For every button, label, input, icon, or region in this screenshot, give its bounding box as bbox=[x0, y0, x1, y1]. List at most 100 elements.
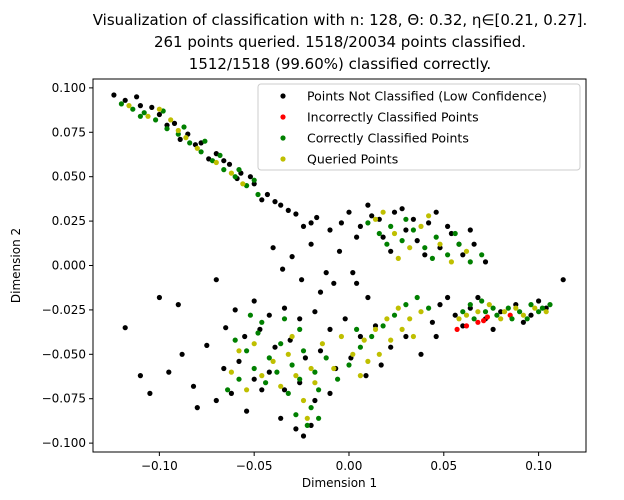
data-point bbox=[228, 390, 234, 396]
data-point bbox=[221, 167, 227, 173]
data-point bbox=[122, 97, 128, 103]
x-axis-label: Dimension 1 bbox=[302, 476, 377, 490]
data-point bbox=[304, 415, 310, 421]
data-point bbox=[418, 223, 424, 229]
data-point bbox=[560, 277, 566, 283]
y-tick-label: 0.100 bbox=[52, 81, 86, 95]
data-point bbox=[278, 341, 284, 347]
data-point bbox=[272, 344, 278, 350]
data-point bbox=[410, 216, 416, 222]
data-point bbox=[336, 248, 343, 254]
data-point bbox=[312, 397, 318, 404]
data-point bbox=[384, 316, 390, 322]
data-point bbox=[251, 298, 257, 304]
y-tick-label: 0.050 bbox=[52, 170, 86, 184]
data-point bbox=[259, 319, 265, 325]
data-point bbox=[378, 362, 384, 368]
y-axis-label: Dimension 2 bbox=[9, 228, 23, 303]
data-point bbox=[280, 266, 286, 272]
data-point bbox=[429, 319, 435, 325]
data-point bbox=[350, 351, 356, 357]
data-point bbox=[187, 140, 193, 146]
data-point bbox=[463, 312, 470, 318]
data-point bbox=[327, 326, 333, 332]
legend-marker bbox=[280, 156, 286, 162]
data-point bbox=[232, 174, 238, 180]
data-point bbox=[308, 241, 314, 247]
data-point bbox=[264, 191, 270, 198]
data-point bbox=[213, 397, 219, 404]
x-tick-label: −0.05 bbox=[236, 459, 273, 473]
data-point bbox=[255, 191, 261, 198]
data-point bbox=[433, 234, 439, 240]
data-point bbox=[166, 369, 172, 375]
data-point bbox=[204, 342, 210, 348]
scatter-points bbox=[111, 92, 566, 439]
data-point bbox=[357, 344, 363, 350]
data-point bbox=[289, 333, 295, 340]
y-tick-label: −0.075 bbox=[42, 392, 86, 406]
data-point bbox=[300, 397, 307, 404]
data-point bbox=[175, 131, 181, 137]
data-point bbox=[177, 136, 183, 142]
data-point bbox=[388, 248, 394, 254]
data-point bbox=[342, 316, 348, 322]
data-point bbox=[528, 302, 534, 308]
data-point bbox=[156, 294, 162, 301]
y-tick-label: −0.050 bbox=[42, 347, 86, 361]
data-point bbox=[388, 344, 394, 350]
data-point bbox=[388, 223, 394, 229]
data-point bbox=[319, 341, 325, 347]
data-point bbox=[460, 309, 466, 315]
data-point bbox=[118, 101, 124, 107]
data-point bbox=[274, 369, 280, 375]
data-point bbox=[467, 259, 473, 265]
data-point bbox=[482, 259, 489, 265]
data-point bbox=[426, 213, 432, 219]
data-point bbox=[242, 333, 248, 340]
data-point bbox=[232, 337, 238, 343]
data-point bbox=[376, 351, 382, 357]
data-point bbox=[263, 380, 269, 386]
legend-marker bbox=[280, 114, 286, 120]
data-point bbox=[297, 316, 303, 322]
data-point bbox=[338, 220, 344, 226]
data-point bbox=[471, 241, 477, 247]
data-point bbox=[302, 355, 308, 361]
data-point bbox=[317, 348, 324, 354]
chart-title-line-3: 1512/1518 (99.60%) classified correctly. bbox=[189, 55, 491, 73]
data-point bbox=[312, 309, 318, 315]
data-point bbox=[244, 408, 250, 414]
legend-marker bbox=[280, 135, 286, 141]
data-point bbox=[240, 181, 246, 187]
data-point bbox=[399, 206, 405, 212]
data-point bbox=[147, 390, 153, 396]
data-point bbox=[304, 422, 310, 428]
data-point bbox=[278, 415, 284, 421]
data-point bbox=[490, 305, 496, 311]
data-point bbox=[365, 202, 371, 208]
data-point bbox=[236, 376, 242, 382]
data-point bbox=[244, 348, 250, 354]
data-point bbox=[289, 362, 295, 368]
data-point bbox=[484, 314, 490, 320]
data-point bbox=[278, 383, 284, 389]
data-point bbox=[194, 405, 200, 411]
data-point bbox=[524, 316, 530, 322]
data-point bbox=[226, 161, 233, 167]
data-point bbox=[418, 351, 424, 357]
data-point bbox=[380, 323, 386, 329]
data-point bbox=[509, 316, 515, 322]
data-point bbox=[316, 415, 322, 421]
data-point bbox=[422, 245, 428, 251]
data-point bbox=[122, 325, 128, 331]
data-point bbox=[137, 373, 143, 379]
data-point bbox=[308, 422, 314, 428]
y-tick-label: −0.100 bbox=[42, 436, 86, 450]
data-point bbox=[285, 390, 291, 396]
data-point bbox=[270, 245, 276, 251]
data-point bbox=[363, 373, 369, 379]
data-point bbox=[445, 294, 451, 301]
data-point bbox=[281, 305, 288, 311]
data-point bbox=[361, 337, 367, 343]
